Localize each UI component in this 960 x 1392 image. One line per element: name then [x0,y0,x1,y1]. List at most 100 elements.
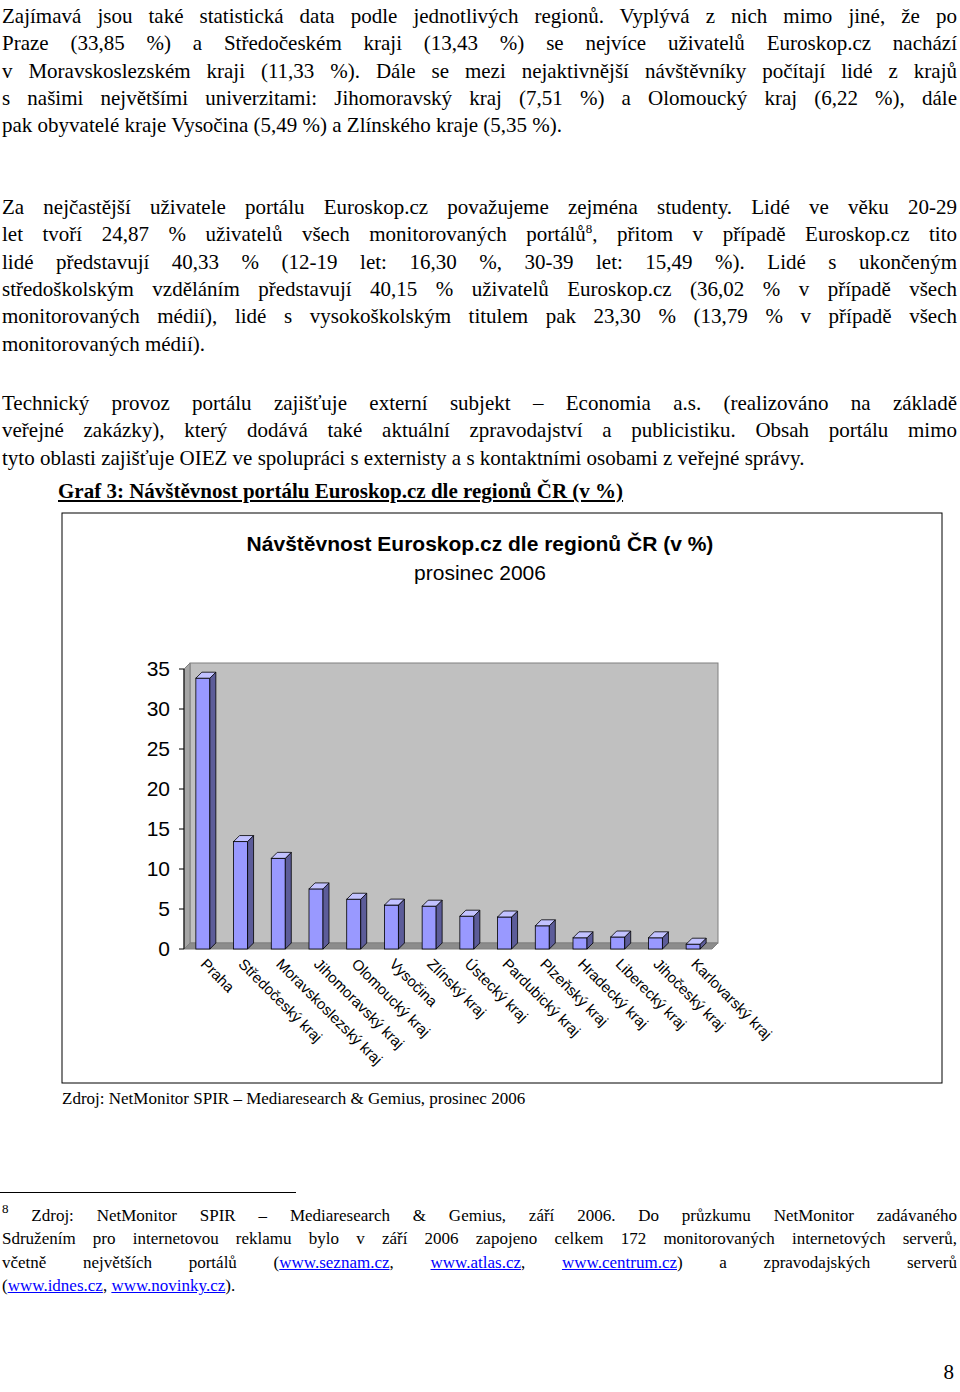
bar-top [686,938,706,944]
bar-top [196,672,216,678]
bar-front [347,899,361,949]
text-run: monitorovaných médií). [2,332,205,356]
bar-top [648,932,668,938]
bar-front [271,858,285,949]
bar-front [460,916,474,949]
y-tick [179,789,184,790]
text-line: monitorovaných médií), lidé s vysokoškol… [2,303,957,329]
y-tick-label: 15 [147,817,170,840]
bar-side [361,893,367,949]
bar [498,911,518,949]
y-tick [179,669,184,670]
bar [271,852,291,949]
bar-side [474,910,480,949]
y-axis-line [184,669,185,949]
bar [309,883,329,949]
text-line: pak obyvatelé kraje Vysočina (5,49 %) a … [2,112,957,138]
y-tick [179,709,184,710]
plot-floor [184,943,718,949]
text-run: , [390,1253,431,1272]
text-run: středoškolským vzděláním představují 40,… [2,277,957,301]
y-tick-label: 30 [147,697,170,720]
chart-heading: Graf 3: Návštěvnost portálu Euroskop.cz … [58,478,623,504]
x-tick-label: Karlovarský kraj [688,955,775,1042]
text-run: Za nejčastější uživatele portálu Eurosko… [2,195,957,219]
bar-side [248,836,254,949]
footnote-separator [0,1192,296,1193]
text-line: Za nejčastější uživatele portálu Eurosko… [2,194,957,220]
text-line: Zajímavá jsou také statistická data podl… [2,3,957,29]
bar [686,938,706,949]
text-run: lidé představují 40,33 % (12-19 let: 16,… [2,250,957,274]
bar-top [460,910,480,916]
link[interactable]: www.novinky.cz [111,1276,225,1295]
chart-subtitle: prosinec 2006 [414,561,546,584]
text-run: ). [225,1276,235,1295]
bar [573,932,593,949]
text-line: veřejné zakázky), který dodává také aktu… [2,417,957,443]
bar-top [384,899,404,905]
text-run: ) a zpravodajských serverů [677,1253,957,1272]
chart: Návštěvnost Euroskop.cz dle regionů ČR (… [0,0,960,1392]
side-wall [184,663,190,949]
text-run: včetně největších portálů ( [2,1253,279,1272]
bar-side [398,899,404,949]
bar-top [347,893,367,899]
y-tick [179,909,184,910]
bar-front [611,937,625,949]
text-line: středoškolským vzděláním představují 40,… [2,276,957,302]
bar [422,900,442,949]
link[interactable]: www.idnes.cz [8,1276,103,1295]
bar [347,893,367,949]
text-line: v Moravskoslezském kraji (11,33 %). Dále… [2,58,957,84]
footnote-line: včetně největších portálů (www.seznam.cz… [2,1252,957,1274]
bar-front [573,938,587,949]
text-run: , přitom v případě Euroskop.cz tito [592,222,957,246]
bar-front [234,842,248,949]
text-run: monitorovaných médií), lidé s vysokoškol… [2,304,957,328]
page: Zajímavá jsou také statistická data podl… [0,0,960,1392]
bar [384,899,404,949]
x-tick-label: Praha [198,955,239,996]
y-tick [179,869,184,870]
y-tick [179,749,184,750]
link[interactable]: www.seznam.cz [279,1253,389,1272]
text-run: pak obyvatelé kraje Vysočina (5,49 %) a … [2,113,562,137]
y-tick-label: 20 [147,777,170,800]
y-tick-label: 10 [147,857,170,880]
bar-front [309,889,323,949]
text-run: Praze (33,85 %) a Středočeském kraji (13… [2,31,957,55]
footnote-line: (www.idnes.cz, www.novinky.cz). [2,1275,957,1297]
text-run: veřejné zakázky), který dodává také aktu… [2,418,957,442]
bar [234,836,254,949]
text-run: let tvoří 24,87 % uživatelů všech monito… [2,222,586,246]
bar-front [196,678,210,949]
bar-side [285,852,291,949]
bar-top [309,883,329,889]
link[interactable]: www.atlas.cz [431,1253,521,1272]
y-tick [179,829,184,830]
bar-front [648,938,662,949]
bar-side [210,672,216,949]
text-run: Sdružením pro internetovou reklamu bylo … [2,1229,957,1248]
bar [648,932,668,949]
text-run: Zdroj: NetMonitor SPIR – Mediaresearch &… [9,1206,958,1225]
bar-top [271,852,291,858]
bar-front [686,944,700,949]
bars [196,672,706,949]
bar-top [573,932,593,938]
footnote-ref: 8 [2,1201,9,1216]
footnote-ref: 8 [586,221,593,236]
plot-wall [190,663,718,943]
text-line: Praze (33,85 %) a Středočeském kraji (13… [2,30,957,56]
chart-source: Zdroj: NetMonitor SPIR – Mediaresearch &… [62,1088,525,1110]
bar-top [422,900,442,906]
link[interactable]: www.centrum.cz [562,1253,677,1272]
bar-side [323,883,329,949]
text-run: s našimi největšími univerzitami: Jihomo… [2,86,957,110]
footnote-line: Sdružením pro internetovou reklamu bylo … [2,1228,957,1250]
y-tick-label: 0 [158,937,170,960]
bar-front [498,917,512,949]
bar-top [535,920,555,926]
y-tick-label: 25 [147,737,170,760]
